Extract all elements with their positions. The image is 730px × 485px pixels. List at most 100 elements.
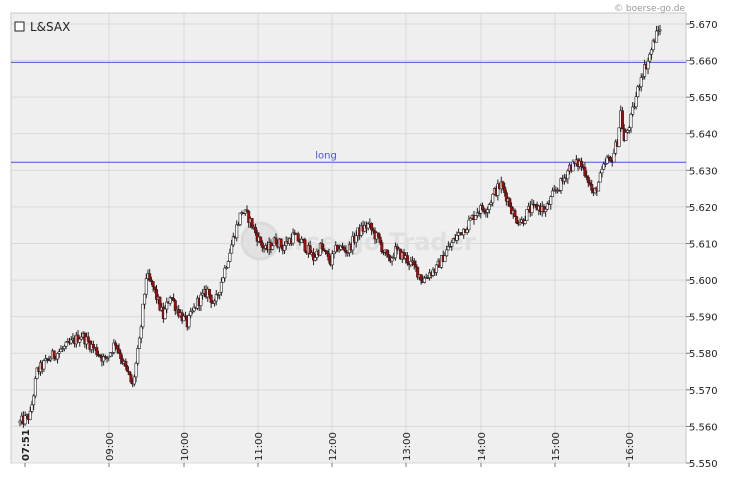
- candle-body: [371, 229, 375, 232]
- candle-body: [231, 236, 235, 246]
- horizontal-line-label: long: [315, 150, 337, 161]
- candle-body: [585, 175, 589, 178]
- candle-body: [508, 198, 512, 207]
- candle-body: [199, 294, 203, 306]
- candle-body: [117, 348, 121, 354]
- y-axis: 5.550 5.560 5.570 5.580 5.590 5.600 5.610 5.620…: [686, 20, 718, 470]
- candle-body: [649, 49, 653, 55]
- candle-body: [450, 242, 454, 247]
- candle-body: [226, 261, 230, 268]
- candle-body: [370, 223, 374, 231]
- candle-body: [545, 203, 549, 210]
- candle-body: [76, 334, 80, 343]
- candle-body: [426, 277, 430, 279]
- candle-body: [283, 245, 287, 251]
- candle-body: [153, 286, 157, 290]
- candle-body: [617, 127, 621, 147]
- candle-body: [110, 352, 114, 354]
- candle-body: [434, 264, 438, 273]
- plot-area: [10, 12, 687, 464]
- candles: [18, 24, 662, 428]
- y-tick-label: 5.640: [689, 130, 718, 141]
- candle-body: [366, 223, 370, 229]
- candle-body: [475, 212, 479, 216]
- candle-body: [332, 251, 336, 254]
- candle-body: [419, 274, 423, 281]
- candle-body: [634, 96, 638, 108]
- candle-body: [32, 395, 36, 406]
- candle-body: [98, 354, 102, 357]
- candle-body: [318, 243, 322, 256]
- candle-body: [481, 205, 485, 211]
- candle-body: [228, 252, 232, 262]
- candle-body: [291, 232, 295, 244]
- candle-body: [158, 296, 162, 311]
- candle-body: [330, 253, 334, 266]
- candle-body: [23, 415, 27, 425]
- candle-body: [393, 246, 397, 259]
- candle-body: [518, 222, 522, 225]
- x-tick-label: 11:00: [254, 432, 265, 461]
- candle-body: [124, 361, 128, 367]
- y-tick-label: 5.560: [689, 422, 718, 433]
- candle-body: [443, 255, 447, 263]
- candle-body: [102, 356, 106, 362]
- candle-body: [260, 242, 264, 248]
- candle-body: [182, 315, 186, 322]
- candle-body: [624, 132, 628, 141]
- legend: L&SAX: [14, 20, 70, 34]
- candle-body: [448, 245, 452, 248]
- candle-body: [209, 294, 213, 303]
- candle-body: [219, 281, 223, 293]
- candle-body: [225, 267, 229, 269]
- candle-body: [136, 348, 140, 364]
- candle-body: [392, 257, 396, 260]
- candle-body: [108, 352, 112, 357]
- candle-body: [235, 224, 239, 239]
- candle-body: [579, 160, 583, 168]
- candle-body: [49, 357, 53, 361]
- candle-body: [409, 260, 413, 266]
- candle-body: [422, 277, 426, 283]
- candle-body: [467, 219, 471, 231]
- candle-body: [173, 300, 177, 312]
- candle-body: [320, 243, 324, 250]
- candle-body: [566, 170, 570, 180]
- candle-body: [308, 245, 312, 255]
- candle-body: [245, 209, 249, 212]
- candle-body: [141, 303, 145, 328]
- x-tick-label: 07:51: [21, 429, 32, 461]
- y-tick-label: 5.610: [689, 239, 718, 250]
- candle-body: [259, 236, 263, 244]
- candle-body: [247, 210, 251, 223]
- candle-body: [120, 358, 124, 364]
- candle-body: [486, 209, 490, 213]
- candle-body: [354, 235, 358, 243]
- y-tick-label: 5.620: [689, 203, 718, 214]
- candle-body: [62, 346, 66, 349]
- candle-body: [56, 353, 60, 360]
- candle-body: [376, 232, 380, 238]
- candle-body: [35, 367, 39, 379]
- y-tick-label: 5.550: [689, 459, 718, 470]
- y-tick-label: 5.580: [689, 349, 718, 360]
- candle-body: [501, 181, 505, 188]
- candle-body: [236, 224, 240, 226]
- candle-body: [549, 196, 553, 205]
- candle-body: [588, 182, 592, 185]
- candle-body: [571, 161, 575, 172]
- candle-body: [325, 250, 329, 255]
- candle-body: [457, 232, 461, 236]
- candle-body: [187, 315, 191, 328]
- candle-body: [590, 184, 594, 191]
- x-tick-label: 12:00: [328, 432, 339, 461]
- candle-body: [629, 113, 633, 128]
- candle-body: [638, 86, 642, 88]
- y-tick-label: 5.660: [689, 57, 718, 68]
- candle-body: [18, 420, 22, 424]
- candle-body: [86, 336, 90, 342]
- candle-body: [491, 193, 495, 204]
- candle-body: [544, 208, 548, 212]
- candle-body: [271, 245, 275, 250]
- candle-body: [513, 210, 517, 217]
